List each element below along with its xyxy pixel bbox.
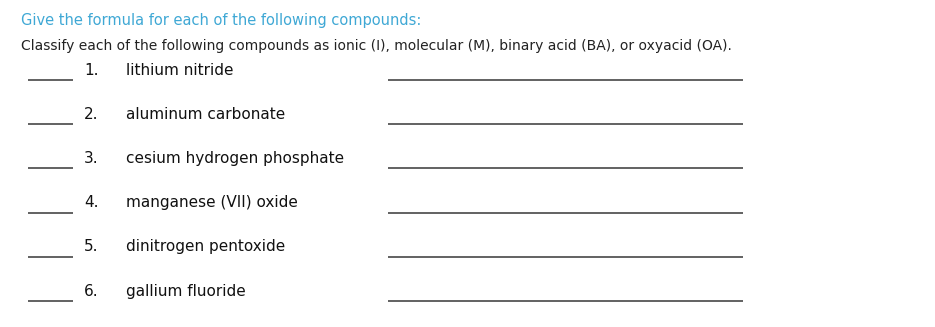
Text: 4.: 4.: [84, 195, 99, 210]
Text: 1.: 1.: [84, 63, 99, 78]
Text: gallium fluoride: gallium fluoride: [126, 284, 246, 299]
Text: cesium hydrogen phosphate: cesium hydrogen phosphate: [126, 151, 344, 166]
Text: aluminum carbonate: aluminum carbonate: [126, 107, 285, 122]
Text: 5.: 5.: [84, 239, 99, 254]
Text: Classify each of the following compounds as ionic (I), molecular (M), binary aci: Classify each of the following compounds…: [21, 39, 731, 53]
Text: 2.: 2.: [84, 107, 99, 122]
Text: Give the formula for each of the following compounds:: Give the formula for each of the followi…: [21, 13, 421, 28]
Text: 3.: 3.: [84, 151, 99, 166]
Text: lithium nitride: lithium nitride: [126, 63, 234, 78]
Text: 6.: 6.: [84, 284, 99, 299]
Text: dinitrogen pentoxide: dinitrogen pentoxide: [126, 239, 285, 254]
Text: manganese (VII) oxide: manganese (VII) oxide: [126, 195, 298, 210]
